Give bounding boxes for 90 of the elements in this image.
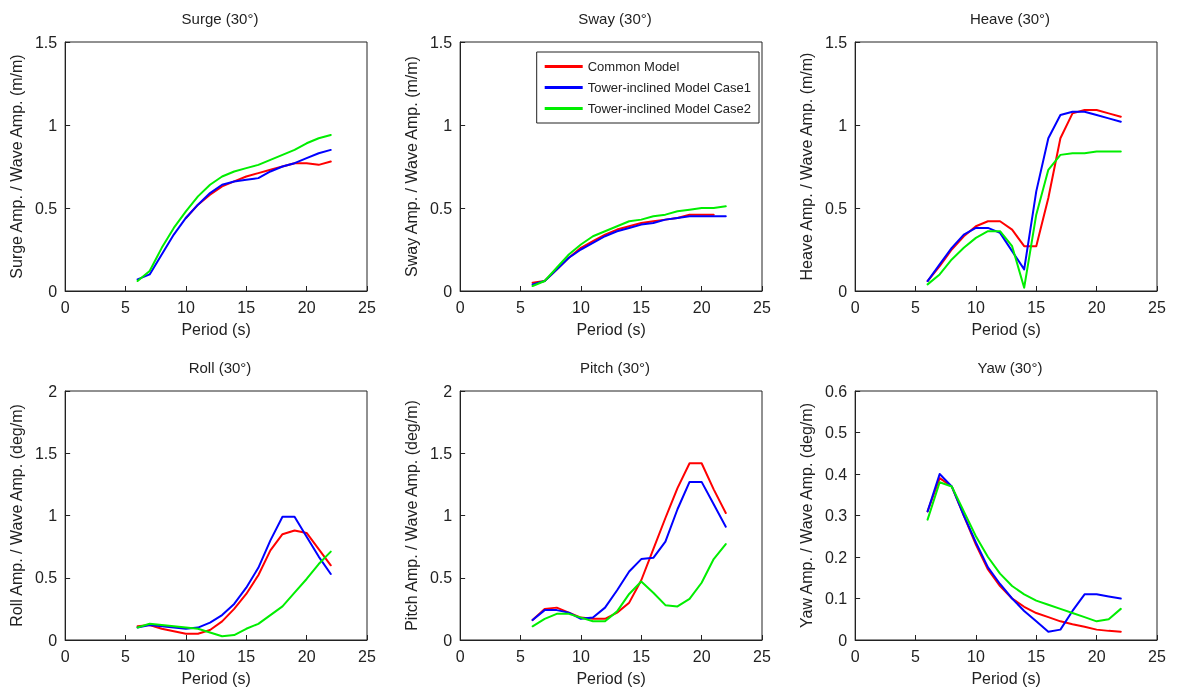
x-tick-label: 20 xyxy=(692,647,711,665)
x-tick-label: 5 xyxy=(121,647,131,665)
y-tick-label: 0.1 xyxy=(824,590,848,607)
y-tick-label: 1.5 xyxy=(429,444,453,462)
y-tick-label: 0.5 xyxy=(824,199,848,217)
y-tick-label: 0.5 xyxy=(824,424,848,441)
x-tick-label: 0 xyxy=(850,647,860,665)
chart-title: Yaw (30°) xyxy=(977,359,1043,376)
x-axis-title: Period (s) xyxy=(971,669,1041,687)
x-tick-label: 25 xyxy=(1148,298,1166,316)
x-tick-label: 5 xyxy=(911,647,921,665)
chart-title: Sway (30°) xyxy=(578,10,652,27)
x-tick-label: 10 xyxy=(571,647,590,665)
chart-title: Roll (30°) xyxy=(188,359,252,376)
x-tick-label: 10 xyxy=(571,298,590,316)
x-tick-label: 15 xyxy=(1027,298,1046,316)
y-tick-label: 0.5 xyxy=(429,569,453,587)
y-axis-title: Sway Amp. / Wave Amp. (m/m) xyxy=(402,56,420,277)
legend-label: Common Model xyxy=(587,59,680,74)
y-tick-label: 0.2 xyxy=(824,548,848,566)
x-tick-label: 15 xyxy=(237,647,256,665)
x-axis-title: Period (s) xyxy=(181,320,251,338)
y-axis-title: Roll Amp. / Wave Amp. (deg/m) xyxy=(7,404,25,627)
y-tick-label: 1 xyxy=(443,116,453,134)
x-axis-title: Period (s) xyxy=(576,320,646,338)
x-tick-label: 20 xyxy=(692,298,711,316)
y-tick-label: 1 xyxy=(838,116,848,134)
x-axis-title: Period (s) xyxy=(576,669,646,687)
x-axis-title: Period (s) xyxy=(181,669,251,687)
legend-label: Tower-inclined Model Case1 xyxy=(587,80,752,95)
y-tick-label: 1.5 xyxy=(34,444,58,462)
y-tick-label: 0 xyxy=(838,282,848,300)
x-tick-label: 25 xyxy=(358,298,376,316)
y-tick-label: 1 xyxy=(443,507,453,524)
x-tick-label: 15 xyxy=(632,647,651,665)
x-tick-label: 15 xyxy=(1027,647,1046,665)
x-tick-label: 25 xyxy=(753,298,771,316)
y-tick-label: 0 xyxy=(48,282,58,300)
y-tick-label: 1.5 xyxy=(824,33,848,51)
y-tick-label: 0.5 xyxy=(429,199,453,217)
y-tick-label: 0.5 xyxy=(34,569,58,587)
y-tick-label: 1 xyxy=(48,116,58,134)
y-axis-title: Yaw Amp. / Wave Amp. (deg/m) xyxy=(797,403,815,628)
y-tick-label: 2 xyxy=(48,382,58,400)
x-tick-label: 20 xyxy=(1087,298,1106,316)
x-tick-label: 20 xyxy=(297,298,316,316)
x-tick-label: 25 xyxy=(753,647,771,665)
x-tick-label: 10 xyxy=(966,647,985,665)
x-tick-label: 20 xyxy=(297,647,316,665)
line-series xyxy=(926,150,1122,289)
x-tick-label: 5 xyxy=(516,647,526,665)
legend-label: Tower-inclined Model Case2 xyxy=(587,101,752,116)
y-tick-label: 0.6 xyxy=(824,382,848,400)
x-tick-label: 15 xyxy=(237,298,256,316)
x-tick-label: 10 xyxy=(966,298,985,316)
y-tick-label: 0 xyxy=(443,631,453,649)
y-tick-label: 0 xyxy=(48,631,58,649)
chart-title: Pitch (30°) xyxy=(579,359,651,376)
x-tick-label: 5 xyxy=(516,298,526,316)
x-tick-label: 20 xyxy=(1087,647,1106,665)
y-tick-label: 0 xyxy=(838,631,848,649)
x-axis-title: Period (s) xyxy=(971,320,1041,338)
x-tick-label: 25 xyxy=(1148,647,1166,665)
y-axis-title: Pitch Amp. / Wave Amp. (deg/m) xyxy=(402,400,420,631)
y-tick-label: 1.5 xyxy=(429,33,453,51)
x-tick-label: 10 xyxy=(176,647,195,665)
line-series xyxy=(136,529,332,635)
y-tick-label: 0.3 xyxy=(824,507,848,524)
y-tick-label: 1 xyxy=(48,507,58,524)
y-tick-label: 2 xyxy=(443,382,453,400)
line-series xyxy=(531,543,727,628)
y-tick-label: 0.4 xyxy=(824,465,848,483)
x-tick-label: 15 xyxy=(632,298,651,316)
x-tick-label: 5 xyxy=(121,298,131,316)
x-tick-label: 0 xyxy=(455,298,465,316)
chart-title: Heave (30°) xyxy=(969,10,1051,27)
chart-title: Surge (30°) xyxy=(181,10,259,27)
x-tick-label: 0 xyxy=(455,647,465,665)
x-tick-label: 10 xyxy=(176,298,195,316)
x-tick-label: 25 xyxy=(358,647,376,665)
x-tick-label: 5 xyxy=(911,298,921,316)
x-tick-label: 0 xyxy=(850,298,860,316)
line-series xyxy=(136,550,332,638)
x-tick-label: 0 xyxy=(60,298,70,316)
y-tick-label: 1.5 xyxy=(34,33,58,51)
y-tick-label: 0 xyxy=(443,282,453,300)
y-axis-title: Surge Amp. / Wave Amp. (m/m) xyxy=(7,54,25,279)
y-axis-title: Heave Amp. / Wave Amp. (m/m) xyxy=(797,52,815,281)
x-tick-label: 0 xyxy=(60,647,70,665)
y-tick-label: 0.5 xyxy=(34,199,58,217)
